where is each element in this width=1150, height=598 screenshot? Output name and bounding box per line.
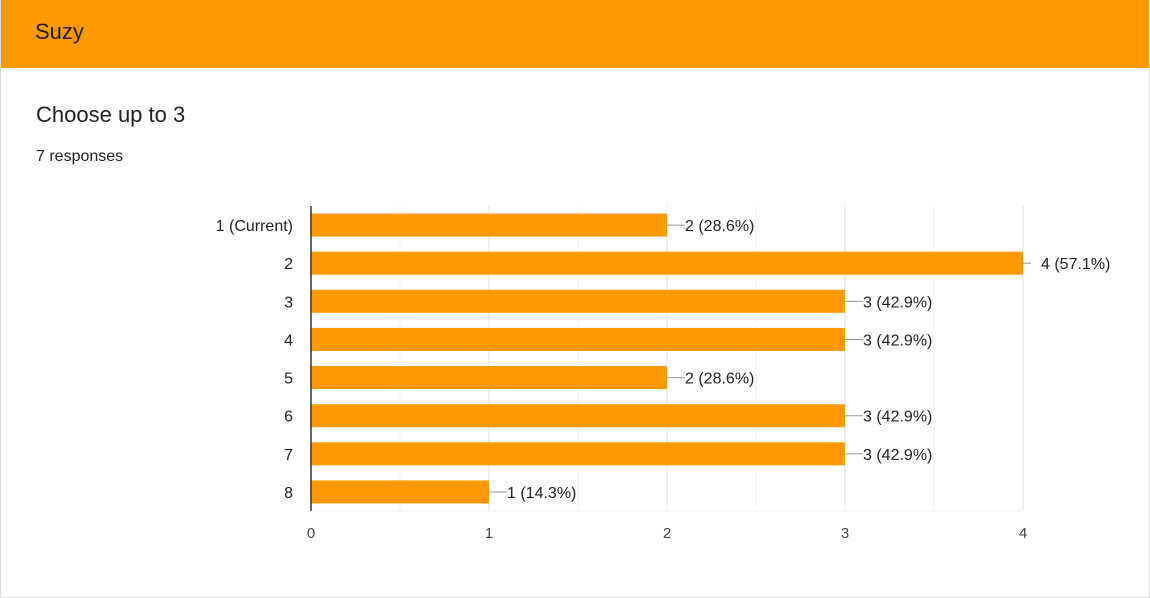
value-label: 3 (42.9%) — [863, 447, 932, 464]
value-label: 4 (57.1%) — [1041, 256, 1110, 273]
x-tick-label: 0 — [307, 525, 315, 542]
category-label: 1 (Current) — [216, 218, 293, 235]
bar-layer — [311, 213, 1023, 504]
bar — [311, 213, 667, 237]
category-label: 5 — [284, 371, 293, 388]
bar — [311, 442, 845, 466]
category-label: 6 — [284, 409, 293, 426]
category-label: 4 — [284, 332, 293, 349]
response-count: 7 responses — [36, 148, 124, 165]
value-label: 3 (42.9%) — [863, 332, 932, 349]
bar — [311, 404, 845, 428]
category-label: 7 — [284, 447, 293, 464]
category-label: 2 — [284, 256, 293, 273]
x-tick-label: 1 — [485, 525, 493, 542]
bar — [311, 251, 1023, 275]
question-title: Choose up to 3 — [36, 102, 186, 127]
x-tick-label: 4 — [1019, 525, 1027, 542]
bar — [311, 480, 489, 504]
category-label: 8 — [284, 485, 293, 502]
value-label: 3 (42.9%) — [863, 409, 932, 426]
bar — [311, 327, 845, 351]
x-tick-label: 3 — [841, 525, 849, 542]
x-tick-label: 2 — [663, 525, 671, 542]
value-label: 2 (28.6%) — [685, 371, 754, 388]
value-label: 3 (42.9%) — [863, 294, 932, 311]
header-title: Suzy — [35, 19, 84, 44]
bar — [311, 289, 845, 313]
label-layer: 0 1 2 3 4 1 (Current) 2 (28.6%) 2 4 (57.1%) 3 3 (4… — [216, 218, 1111, 542]
header-bar: Suzy — [0, 0, 1150, 68]
value-label: 1 (14.3%) — [507, 485, 576, 502]
category-label: 3 — [284, 294, 293, 311]
bar — [311, 366, 667, 390]
value-label: 2 (28.6%) — [685, 218, 754, 235]
